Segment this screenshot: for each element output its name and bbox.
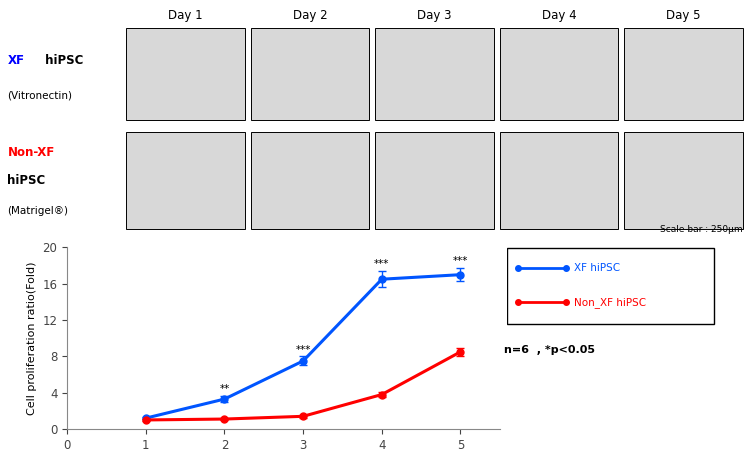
Bar: [126, 28, 245, 120]
Bar: [375, 132, 494, 229]
Text: Day 5: Day 5: [666, 10, 701, 22]
Text: (Vitronectin): (Vitronectin): [7, 91, 72, 101]
Bar: [500, 132, 618, 229]
Bar: [500, 28, 618, 120]
Text: Day 2: Day 2: [292, 10, 327, 22]
FancyBboxPatch shape: [507, 247, 714, 325]
Bar: [251, 132, 369, 229]
Text: n=6  , *p<0.05: n=6 , *p<0.05: [504, 345, 595, 355]
Text: hiPSC: hiPSC: [7, 174, 46, 187]
Text: ***: ***: [374, 259, 389, 269]
Text: Day 1: Day 1: [168, 10, 203, 22]
Text: Day 3: Day 3: [417, 10, 452, 22]
Text: Non-XF: Non-XF: [7, 146, 54, 159]
Text: XF: XF: [7, 54, 25, 67]
Text: (Matrigel®): (Matrigel®): [7, 206, 69, 216]
Bar: [251, 28, 369, 120]
Bar: [624, 132, 743, 229]
Text: Non_XF hiPSC: Non_XF hiPSC: [574, 297, 646, 308]
Text: hiPSC: hiPSC: [41, 54, 84, 67]
Text: Scale bar : 250μm: Scale bar : 250μm: [659, 225, 742, 234]
Text: ***: ***: [295, 345, 311, 355]
Bar: [624, 28, 743, 120]
Text: **: **: [219, 384, 230, 394]
Bar: [375, 28, 494, 120]
Text: ***: ***: [453, 256, 468, 266]
Text: Day 4: Day 4: [542, 10, 577, 22]
Y-axis label: Cell proliferation ratio(Fold): Cell proliferation ratio(Fold): [27, 262, 37, 415]
Bar: [126, 132, 245, 229]
Text: XF hiPSC: XF hiPSC: [574, 263, 620, 273]
